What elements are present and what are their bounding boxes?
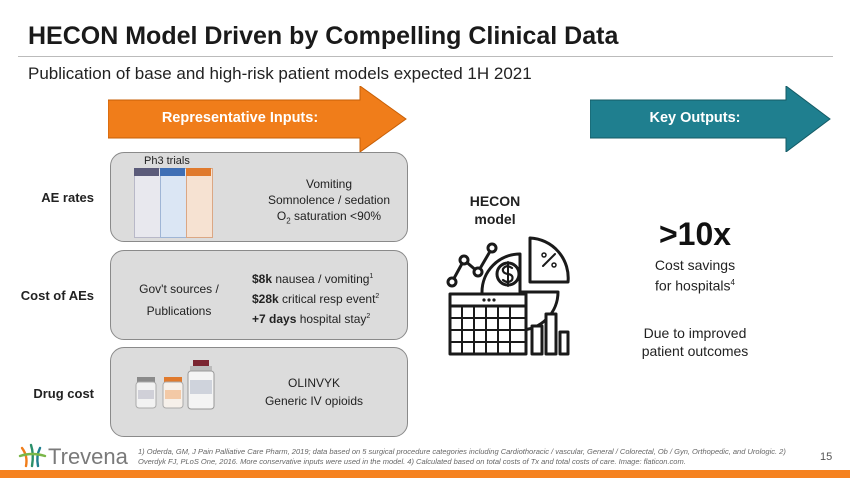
vial-small-1 [135,377,157,409]
ae-line-o2: O2 saturation <90% [244,208,414,229]
output-line-2: for hospitals4 [600,274,790,295]
cost-item-text: nausea / vomiting [272,272,370,286]
inputs-arrow [108,86,407,152]
output-line-2-text: for hospitals [655,277,731,294]
page-number: 15 [820,451,833,463]
drug-line-generic: Generic IV opioids [264,394,364,408]
output-line-3: Due to improved [643,325,747,341]
inputs-arrow-label: Representative Inputs: [161,110,319,126]
output-line-1: Cost savings [654,257,736,273]
table-column [160,168,187,238]
footnote: 1) Oderda, GM, J Pain Palliative Care Ph… [138,447,786,466]
cost-item-ref: 2 [366,313,371,320]
trevena-logo-text: Trevena [48,444,128,469]
cost-item-ref: 1 [369,273,374,280]
hecon-label-line-1: HECON [469,193,521,209]
cost-item-text: hospital stay [296,312,367,326]
table-header-cell [134,168,159,176]
cost-item-value: $8k [252,272,273,286]
vial-small-2 [162,377,184,409]
cost-item: $8k nausea / vomiting1 [252,268,379,288]
hecon-label-line-2: model [474,211,516,227]
cost-source-line-2: Publications [146,304,212,318]
outputs-arrow [590,86,831,152]
slide-subtitle: Publication of base and high-risk patien… [28,64,532,83]
output-reason: Due to improved patient outcomes [600,324,790,360]
row-label-cost-of-aes: Cost of AEs [20,288,94,303]
cost-source-line-1: Gov't sources / [139,282,219,296]
output-cost-savings: Cost savings for hospitals4 [600,256,790,295]
drug-cost-panel [110,347,408,437]
trevena-logo-icon [18,443,47,468]
row-label-drug-cost: Drug cost [33,386,94,401]
ae-line-vomiting: Vomiting [305,177,353,191]
o2-subscript: 2 [286,216,291,226]
outputs-arrow-label: Key Outputs: [649,110,741,126]
cost-item-value: $28k [252,292,279,306]
drug-vials-image [135,360,215,410]
table-column [186,168,213,238]
ph3-trials-table-image [134,168,213,238]
cost-item: +7 days hospital stay2 [252,308,379,328]
cost-of-aes-panel [110,250,408,340]
table-column [134,168,161,238]
hecon-model-label: HECON model [460,192,530,228]
cost-item-text: critical resp event [278,292,376,306]
output-multiplier: >10x [658,216,732,252]
drug-line-olinvyk: OLINVYK [287,376,341,390]
table-header-cell [186,168,211,176]
output-line-4: patient outcomes [641,343,749,359]
ae-rates-list: Vomiting Somnolence / sedation O2 satura… [244,176,414,229]
financial-analytics-icon [446,236,570,356]
ph3-trials-caption: Ph3 trials [144,155,190,167]
title-divider [18,56,833,57]
slide-title: HECON Model Driven by Compelling Clinica… [28,22,619,50]
cost-item: $28k critical resp event2 [252,288,379,308]
bottom-accent-bar [0,470,850,478]
cost-sources: Gov't sources / Publications [126,278,232,322]
row-label-ae-rates: AE rates [41,190,94,205]
drug-cost-list: OLINVYK Generic IV opioids [250,374,378,410]
ae-line-somnolence: Somnolence / sedation [267,193,391,207]
cost-item-value: +7 days [252,312,297,326]
vial-large [187,360,215,410]
o2-threshold: saturation <90% [290,209,382,223]
cost-item-ref: 2 [375,293,380,300]
o2-symbol: O [276,209,287,223]
output-ref: 4 [730,278,735,287]
cost-items-list: $8k nausea / vomiting1 $28k critical res… [252,268,379,328]
table-header-cell [160,168,185,176]
